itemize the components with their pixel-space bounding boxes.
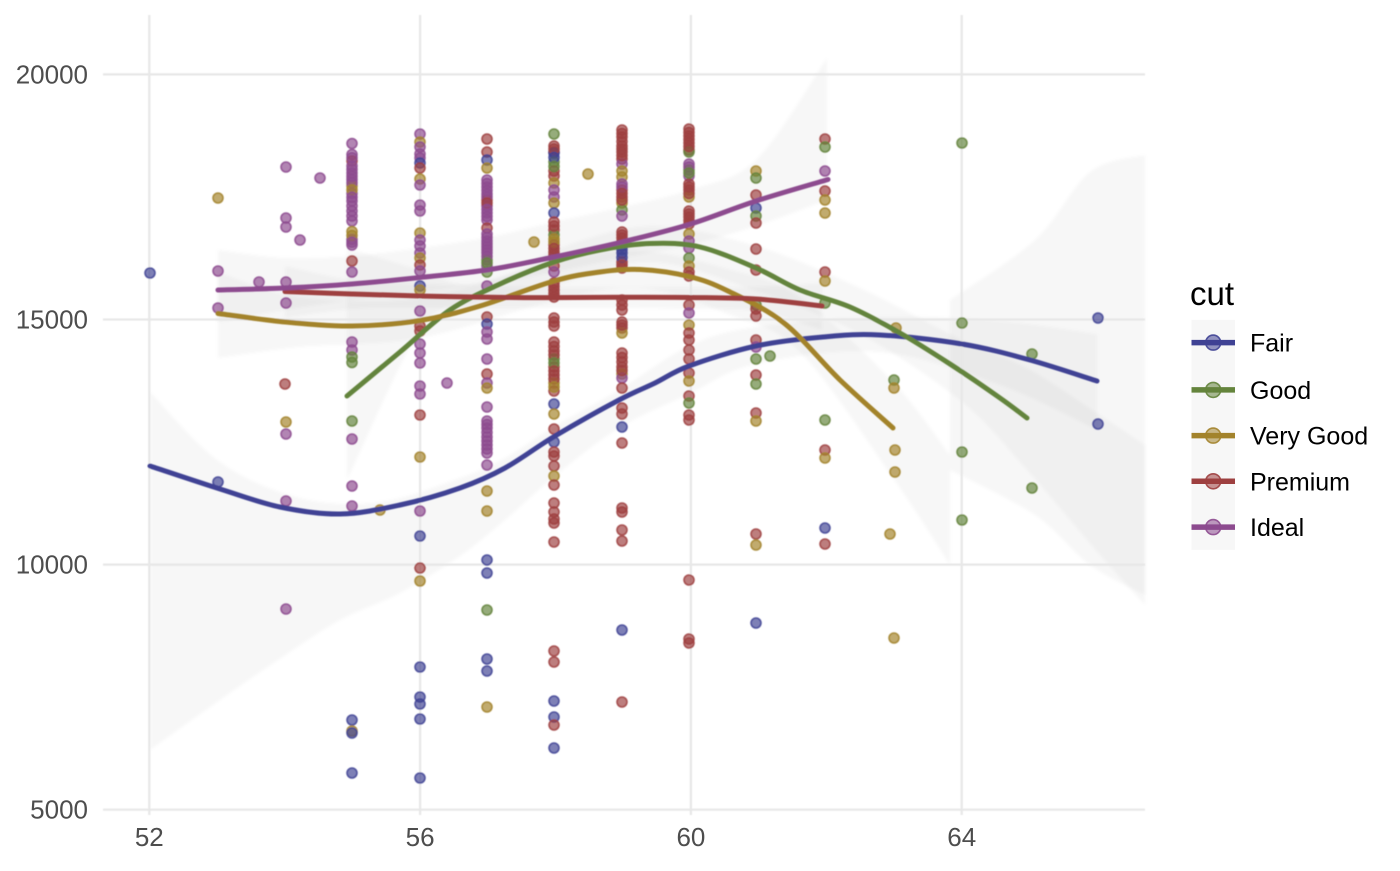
svg-text:Very Good: Very Good <box>1250 423 1368 451</box>
svg-text:Ideal: Ideal <box>1250 514 1304 542</box>
svg-text:cut: cut <box>1190 275 1234 312</box>
svg-text:Fair: Fair <box>1250 330 1293 358</box>
svg-text:10000: 10000 <box>16 550 88 580</box>
svg-text:Good: Good <box>1250 377 1311 405</box>
svg-text:15000: 15000 <box>16 305 88 335</box>
svg-text:Premium: Premium <box>1250 468 1350 496</box>
svg-text:20000: 20000 <box>16 59 88 89</box>
svg-text:56: 56 <box>406 822 435 852</box>
svg-text:5000: 5000 <box>30 795 88 825</box>
svg-text:52: 52 <box>135 822 164 852</box>
svg-text:60: 60 <box>676 822 705 852</box>
svg-text:64: 64 <box>947 822 976 852</box>
